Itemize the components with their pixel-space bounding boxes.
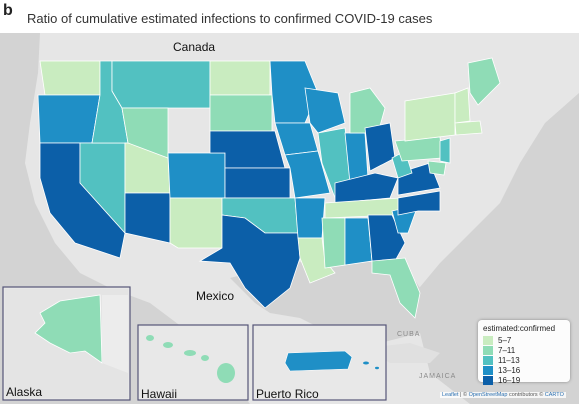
state-NJ — [439, 137, 451, 164]
legend-label: 11–13 — [498, 355, 520, 365]
state-ME — [467, 57, 501, 106]
state-VT-NH — [454, 87, 471, 124]
puerto-rico-inset — [252, 324, 387, 401]
legend-item: 7–11 — [483, 345, 565, 355]
state-KY — [334, 172, 399, 204]
legend-label: 7–11 — [498, 345, 516, 355]
legend-label: 5–7 — [498, 335, 512, 345]
inset-label-alaska: Alaska — [6, 385, 43, 399]
state-MA — [454, 120, 483, 136]
state-KS — [224, 167, 291, 199]
state-GA — [367, 214, 406, 262]
alaska-inset — [2, 286, 131, 401]
us-states — [37, 57, 501, 319]
map-legend: estimated:confirmed 5–7 7–11 11–13 13–16… — [478, 320, 570, 385]
label-mexico: Mexico — [196, 289, 235, 303]
attribution-mid: contributors © — [507, 392, 545, 398]
label-cuba: CUBA — [397, 331, 421, 338]
inset-label-puerto-rico: Puerto Rico — [256, 387, 319, 401]
osm-link[interactable]: OpenStreetMap — [468, 392, 508, 398]
leaflet-link[interactable]: Leaflet — [442, 392, 459, 398]
state-WI — [304, 87, 346, 134]
legend-item: 13–16 — [483, 365, 565, 375]
carto-link[interactable]: CARTO — [544, 392, 564, 398]
state-MO — [284, 150, 331, 199]
legend-item: 16–19 — [483, 375, 565, 385]
legend-label: 16–19 — [498, 375, 521, 385]
state-CO — [167, 152, 226, 199]
legend-item: 11–13 — [483, 355, 565, 365]
state-LA — [297, 237, 336, 284]
state-NY — [404, 92, 456, 142]
state-MS — [321, 217, 346, 269]
legend-label: 13–16 — [498, 365, 521, 375]
state-PA — [394, 136, 443, 162]
hawaii-inset — [137, 324, 249, 401]
state-FL — [371, 257, 421, 319]
state-MD — [427, 160, 447, 176]
label-jamaica: JAMAICA — [419, 373, 457, 380]
state-WA — [39, 60, 101, 96]
state-MI — [349, 87, 386, 134]
state-MT — [111, 60, 211, 109]
legend-swatch — [483, 345, 493, 355]
map-attribution: Leaflet | © OpenStreetMap contributors ©… — [440, 392, 566, 398]
state-NM — [169, 197, 223, 249]
state-SD — [209, 94, 273, 132]
state-TX — [198, 214, 301, 309]
panel-letter: b — [3, 2, 13, 19]
state-ND — [209, 60, 271, 96]
legend-title: estimated:confirmed — [483, 324, 556, 333]
state-OR — [37, 94, 101, 144]
state-AL — [344, 217, 373, 266]
inset-label-hawaii: Hawaii — [141, 387, 178, 401]
legend-swatch — [483, 355, 493, 365]
legend-swatch — [483, 375, 493, 385]
state-AR — [294, 197, 326, 239]
attribution-sep: | © — [458, 392, 469, 398]
figure-title: Ratio of cumulative estimated infections… — [27, 11, 433, 26]
state-NC — [397, 190, 441, 216]
label-canada: Canada — [173, 40, 216, 54]
legend-item: 5–7 — [483, 335, 565, 345]
legend-swatch — [483, 335, 493, 345]
legend-swatch — [483, 365, 493, 375]
